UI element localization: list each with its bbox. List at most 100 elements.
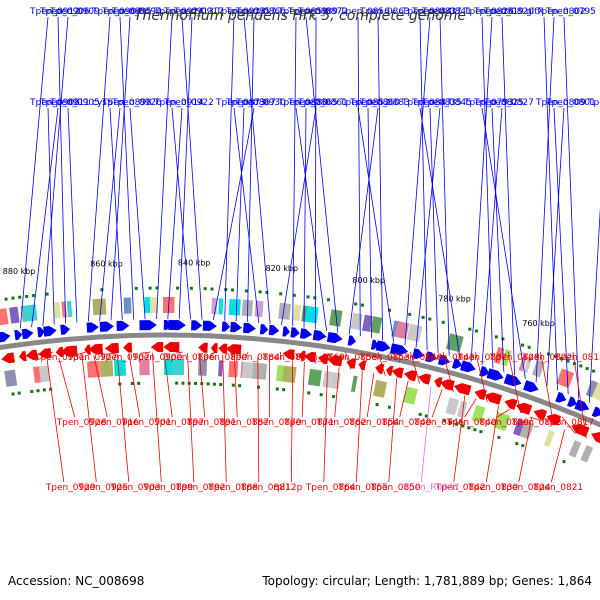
- label-leader: [431, 388, 443, 418]
- forward-gene-arrow: [43, 326, 57, 337]
- cog-block: [218, 298, 224, 315]
- gc-dot: [307, 391, 311, 395]
- gene-label-bottom: Tpen_0869: [294, 353, 345, 363]
- reverse-gene-arrow: [1, 352, 15, 364]
- reverse-gene-arrow: [434, 377, 443, 388]
- label-leader: [357, 16, 361, 337]
- label-leader: [453, 395, 466, 483]
- label-leader: [129, 107, 146, 320]
- label-leader: [70, 351, 86, 358]
- label-leader: [235, 107, 245, 322]
- forward-gene-arrow: [591, 406, 600, 418]
- gene-label-top: Tpen_0860: [349, 98, 400, 108]
- forward-gene-arrow: [299, 328, 313, 339]
- gene-label-top: Tpen_0785: [587, 98, 600, 108]
- label-leader: [312, 351, 317, 364]
- gc-dot: [282, 388, 286, 392]
- cog-block: [493, 346, 505, 365]
- cog-block: [53, 301, 61, 319]
- forward-gene-arrow: [243, 322, 256, 334]
- cog-block: [543, 430, 555, 448]
- reverse-gene-arrow: [591, 432, 600, 444]
- gene-label-bottom: Tpen_0916: [88, 418, 139, 428]
- label-leader: [588, 206, 600, 403]
- forward-gene-arrow: [375, 340, 391, 352]
- gc-dot: [441, 320, 445, 324]
- forward-gene-arrow: [486, 368, 504, 381]
- gene-label-bottom: Tpen_0901: [121, 418, 172, 428]
- label-leader: [163, 352, 173, 418]
- gene-label-top: Tpen_0894: [111, 7, 162, 17]
- reverse-gene-arrow: [150, 342, 164, 352]
- reverse-gene-arrow: [386, 365, 394, 376]
- forward-gene-arrow: [163, 320, 172, 330]
- gene-label-bottom: Tpen_0884: [229, 353, 280, 363]
- gc-dot: [206, 382, 210, 386]
- scale-label: 840 kbp: [178, 258, 211, 267]
- forward-gene-arrow: [574, 399, 590, 412]
- label-leader: [116, 354, 130, 483]
- label-leader: [87, 16, 111, 322]
- cog-block: [556, 368, 575, 389]
- gc-dot: [461, 424, 465, 428]
- forward-gene-arrow: [168, 320, 186, 331]
- forward-gene-arrow: [21, 328, 34, 340]
- gc-dot: [375, 403, 379, 407]
- gene-label-bottom: Tpen_0853: [359, 353, 410, 363]
- cog-block: [113, 359, 127, 377]
- reverse-gene-arrow: [225, 344, 242, 355]
- gene-label-bottom: Tpen_0828: [489, 353, 540, 363]
- genome-backbone: [0, 332, 600, 428]
- gc-dot: [592, 369, 596, 373]
- cog-block: [585, 380, 599, 398]
- gc-dot: [137, 381, 141, 385]
- gene-label-top: Tpen_0895: [101, 7, 152, 17]
- label-leader: [233, 107, 260, 323]
- gene-label-top: Tpen_0898: [101, 98, 152, 108]
- forward-gene-arrow: [0, 331, 11, 343]
- gene-label-bottom: Tpen_0925: [77, 483, 128, 493]
- gene-label-top: Tpen_0852: [339, 98, 390, 108]
- cog-block: [21, 304, 38, 322]
- gc-dot: [257, 385, 260, 389]
- gene-label-top: Tpen_0825: [473, 98, 524, 108]
- gene-label-bottom: Tpen_0823: [511, 418, 562, 428]
- label-leader: [187, 353, 195, 483]
- label-leader: [535, 16, 555, 383]
- reverse-gene-arrow: [198, 342, 208, 353]
- gene-label-top: Tpen_0863: [359, 7, 410, 17]
- gc-dot: [279, 292, 283, 296]
- gc-dot: [45, 292, 49, 296]
- gc-dot: [527, 345, 531, 349]
- gc-dot: [231, 383, 235, 387]
- gene-label-top: Tpen_0866: [235, 7, 286, 17]
- gc-dot: [521, 444, 525, 448]
- forward-gene-arrow: [86, 322, 99, 333]
- gene-label-bottom: Tpen_0888: [207, 483, 258, 493]
- gene-label-top: Tpen_0904: [91, 7, 142, 17]
- gene-label-top: Tpen_0923: [215, 7, 266, 17]
- label-leader: [429, 107, 439, 353]
- forward-gene-arrow: [460, 360, 476, 373]
- cog-block: [241, 361, 255, 379]
- gene-label-top: Tpen_0827: [483, 98, 534, 108]
- gc-dot: [244, 289, 248, 293]
- cog-block: [513, 418, 526, 437]
- gc-dot: [585, 367, 589, 371]
- label-leader: [572, 351, 587, 439]
- gc-dot: [418, 412, 422, 416]
- gc-dot: [494, 335, 498, 339]
- cog-block: [228, 360, 239, 378]
- reverse-gene-arrow: [84, 344, 91, 355]
- label-leader: [295, 107, 327, 331]
- cog-block: [282, 365, 297, 383]
- label-leader: [67, 107, 78, 323]
- label-leader: [281, 107, 317, 326]
- gene-label-bottom: Tpen_0879: [251, 418, 302, 428]
- gene-label-bottom: rpl12p: [273, 483, 302, 493]
- gc-dot: [388, 308, 391, 312]
- gene-label-bottom: Tpen_0842: [435, 483, 486, 493]
- cog-block: [292, 304, 302, 322]
- gc-dot: [176, 286, 180, 290]
